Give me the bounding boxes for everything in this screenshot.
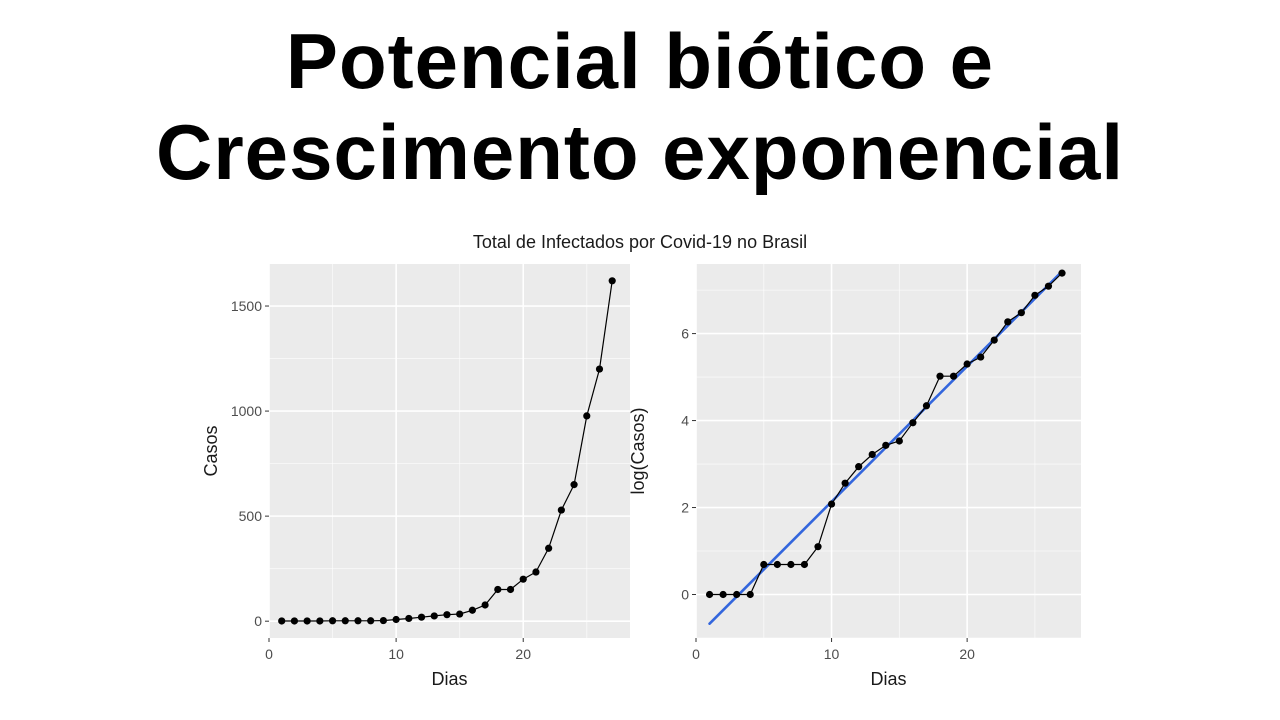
log-cases-data-point bbox=[922, 402, 931, 410]
log-cases-data-point bbox=[800, 560, 809, 569]
cases-plot-background bbox=[269, 264, 630, 638]
cases-y-tick-label: 1500 bbox=[231, 298, 262, 314]
log-cases-y-tick-label: 4 bbox=[681, 413, 689, 429]
cases-x-tick-label: 20 bbox=[515, 646, 531, 662]
cases-data-point bbox=[278, 617, 286, 625]
log-cases-data-point bbox=[705, 590, 714, 599]
log-cases-y-tick-label: 6 bbox=[681, 326, 689, 342]
cases-data-point bbox=[392, 615, 400, 624]
cases-data-point bbox=[405, 614, 413, 623]
cases-data-point bbox=[545, 544, 553, 552]
cases-data-point bbox=[316, 617, 324, 625]
cases-data-point bbox=[481, 601, 489, 609]
log-cases-data-point bbox=[963, 360, 971, 368]
log-cases-data-point bbox=[814, 543, 822, 551]
log-cases-data-point bbox=[1058, 269, 1066, 277]
log-cases-data-point bbox=[746, 590, 754, 599]
cases-data-point bbox=[379, 616, 388, 625]
log-cases-data-point bbox=[733, 590, 741, 599]
log-cases-y-tick-label: 0 bbox=[681, 587, 689, 603]
log-cases-y-tick-label: 2 bbox=[681, 500, 689, 516]
cases-data-point bbox=[494, 585, 502, 594]
cases-data-point bbox=[595, 365, 604, 373]
log-cases-x-tick-label: 10 bbox=[824, 646, 840, 662]
cases-data-point bbox=[519, 575, 527, 583]
log-cases-data-point bbox=[841, 479, 849, 487]
cases-data-point bbox=[354, 617, 362, 625]
log-cases-data-point bbox=[882, 441, 890, 449]
log-cases-data-point bbox=[1031, 291, 1039, 299]
log-cases-data-point bbox=[868, 450, 876, 459]
log-cases-data-point bbox=[990, 336, 998, 344]
cases-data-point bbox=[506, 585, 515, 594]
charts-figure: Total de Infectados por Covid-19 no Bras… bbox=[201, 232, 1081, 689]
cases-data-point bbox=[290, 617, 299, 625]
cases-y-tick-label: 500 bbox=[239, 508, 263, 524]
cases-y-tick-label: 0 bbox=[254, 613, 262, 629]
cases-data-point bbox=[443, 611, 451, 619]
cases-x-tick-label: 10 bbox=[388, 646, 404, 662]
cases-data-point bbox=[532, 568, 540, 576]
log-cases-data-point bbox=[719, 590, 727, 599]
log-cases-data-point bbox=[1044, 282, 1053, 290]
log-cases-plot-background bbox=[696, 264, 1081, 638]
cases-panel: 0 10 20 0 500 1000 1500 Dias Casos bbox=[201, 264, 630, 689]
cases-x-axis-title: Dias bbox=[431, 669, 467, 689]
cases-data-point bbox=[557, 506, 565, 514]
cases-data-point bbox=[430, 612, 438, 620]
log-cases-data-point bbox=[773, 560, 781, 569]
cases-y-tick-label: 1000 bbox=[231, 403, 262, 419]
headline-line-2: Crescimento exponencial bbox=[156, 108, 1124, 196]
log-cases-x-tick-label: 20 bbox=[959, 646, 975, 662]
cases-data-point bbox=[583, 412, 591, 420]
log-cases-data-point bbox=[760, 560, 768, 569]
cases-data-point bbox=[608, 277, 616, 285]
log-cases-data-point bbox=[977, 353, 985, 361]
log-cases-data-point bbox=[909, 419, 917, 427]
cases-data-point bbox=[570, 481, 578, 489]
log-cases-y-axis-title: log(Casos) bbox=[628, 407, 648, 494]
cases-data-point bbox=[341, 617, 349, 625]
log-cases-data-point bbox=[1017, 309, 1025, 317]
log-cases-x-tick-label: 0 bbox=[692, 646, 700, 662]
cases-data-point bbox=[456, 610, 464, 618]
log-cases-data-point bbox=[827, 500, 836, 508]
log-cases-data-point bbox=[895, 437, 903, 445]
log-cases-data-point bbox=[855, 463, 863, 471]
cases-data-point bbox=[417, 613, 426, 621]
headline-line-1: Potencial biótico e bbox=[285, 17, 995, 105]
cases-y-axis-title: Casos bbox=[201, 425, 221, 476]
figure-title: Total de Infectados por Covid-19 no Bras… bbox=[473, 232, 807, 252]
log-cases-data-point bbox=[936, 372, 944, 380]
log-cases-data-point bbox=[787, 560, 795, 569]
log-cases-x-axis-title: Dias bbox=[870, 669, 906, 689]
cases-data-point bbox=[468, 606, 476, 614]
log-cases-panel: 0 10 20 0 2 4 6 Dias log(Casos) bbox=[628, 264, 1081, 689]
cases-x-tick-label: 0 bbox=[265, 646, 273, 662]
cases-data-point bbox=[328, 617, 337, 625]
log-cases-data-point bbox=[949, 372, 958, 380]
log-cases-data-point bbox=[1004, 318, 1012, 326]
cases-data-point bbox=[303, 617, 311, 625]
cases-data-point bbox=[367, 617, 375, 625]
